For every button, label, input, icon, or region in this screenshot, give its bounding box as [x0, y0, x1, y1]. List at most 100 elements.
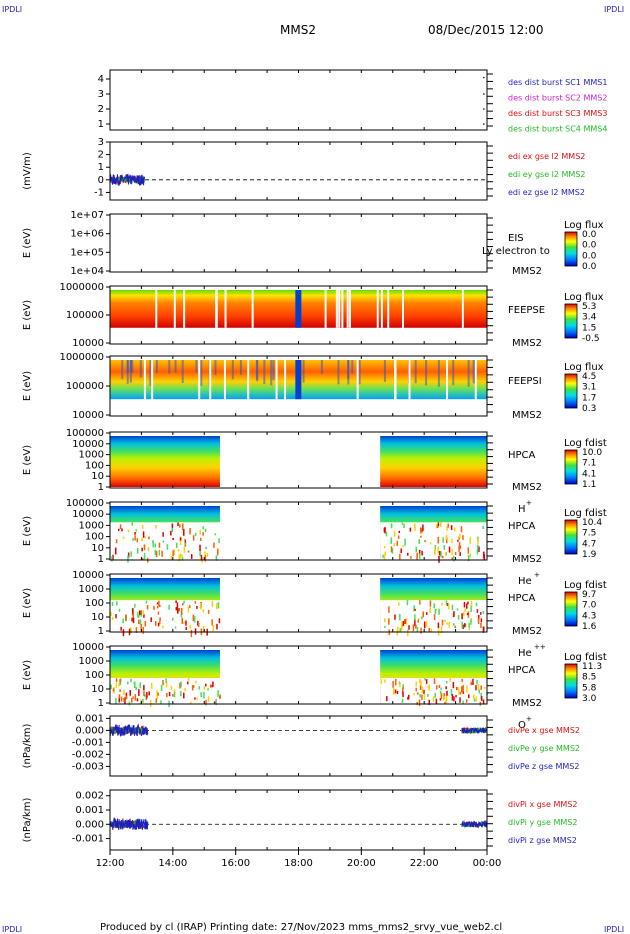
spectrogram-speck	[399, 553, 401, 560]
spectrogram-speck	[383, 546, 386, 549]
spectrogram-speck	[385, 531, 388, 537]
data-gap-line	[446, 360, 449, 400]
spectrogram-speck	[458, 542, 461, 548]
spectrogram-speck	[153, 606, 155, 610]
y-tick-label: 1e+04	[70, 266, 104, 277]
spectrogram-speck	[437, 522, 440, 527]
spectrogram-speck	[428, 627, 431, 633]
spectrogram-speck	[178, 607, 180, 612]
spectrogram-speck	[192, 535, 195, 541]
spectrogram-speck	[480, 612, 482, 615]
data-gap-line	[215, 290, 218, 328]
spectrogram-speck	[190, 630, 193, 637]
spectrogram-speck	[453, 623, 455, 626]
spectrogram-speck	[118, 694, 121, 699]
spectrogram-speck	[207, 609, 210, 614]
spectrogram-speck	[200, 692, 202, 698]
spectrogram-speck	[171, 523, 174, 529]
spacecraft-label: MMS2	[512, 698, 542, 709]
corner-label-top-right: IPDLI	[604, 5, 624, 14]
spectrogram-speck	[406, 600, 409, 606]
spectrogram-speck	[454, 527, 456, 532]
y-tick-label: 1000	[79, 450, 104, 461]
y-tick-label: 3	[98, 137, 104, 148]
spectrogram-speck	[437, 360, 440, 387]
spectrogram-speck	[380, 678, 383, 684]
spectrogram-speck	[419, 693, 421, 698]
spectrogram-speck	[426, 612, 428, 615]
spectrogram-speck	[405, 618, 408, 625]
spectrogram-speck	[134, 603, 136, 608]
y-axis-label: E (eV)	[22, 588, 33, 618]
spectrogram-speck	[128, 701, 131, 706]
spectrogram-speck	[175, 607, 178, 611]
y-tick-label: 1000000	[59, 352, 104, 363]
spectrogram-speck	[122, 629, 125, 637]
spectrogram-speck	[211, 619, 213, 626]
spectrogram-speck	[143, 552, 146, 560]
data-gap-line	[408, 360, 411, 400]
spectrogram-speck	[189, 624, 192, 629]
spectrogram-speck	[231, 360, 234, 380]
colorbar-label: 7.1	[582, 459, 596, 469]
spectrogram-speck	[111, 601, 114, 606]
spectrogram-speck	[424, 539, 426, 543]
data-point	[483, 108, 485, 110]
spectrogram-speck	[115, 539, 118, 544]
spectrogram-speck	[470, 605, 472, 613]
spectrogram-speck	[136, 547, 139, 554]
spectrogram-speck	[416, 554, 418, 560]
spectrogram-speck	[145, 697, 148, 701]
spectrogram-speck	[442, 537, 444, 543]
spectrogram-speck	[470, 619, 472, 625]
spectrogram-speck	[441, 602, 443, 606]
spectrogram-speck	[417, 692, 419, 695]
colorbar-label: 0.0	[582, 262, 597, 272]
spectrogram-speck	[459, 691, 462, 695]
spectrogram-speck	[144, 536, 147, 539]
spectrogram-speck	[162, 532, 164, 537]
spectrogram-speck	[124, 697, 126, 704]
colorbar-label: 8.5	[582, 673, 596, 683]
spectrogram-speck	[475, 685, 477, 691]
spectrogram-speck	[111, 616, 114, 621]
spectrogram-speck	[194, 532, 197, 537]
spectrogram-speck	[391, 548, 394, 554]
spectrogram-speck	[467, 547, 470, 554]
spectrogram-speck	[398, 602, 400, 606]
spectrogram-speck	[386, 696, 388, 702]
spectrogram-speck	[155, 550, 158, 558]
y-tick-label: 10	[91, 684, 104, 695]
spectrogram-speck	[162, 540, 165, 543]
spectrogram-speck	[433, 614, 436, 621]
colorbar-label: 1.9	[582, 550, 597, 560]
spectrogram-speck	[383, 554, 386, 560]
colorbar-label: 5.8	[582, 683, 597, 693]
spectrogram-speck	[433, 603, 435, 609]
data-gap-line	[224, 290, 227, 328]
spectrogram-speck	[476, 609, 479, 613]
spectrogram-speck	[168, 691, 171, 697]
spectrogram-speck	[438, 684, 441, 689]
data-gap-line	[251, 290, 254, 328]
spectrogram-speck	[388, 606, 390, 613]
spectrogram-speck	[194, 697, 196, 700]
species-charge: +	[526, 499, 532, 507]
colorbar	[564, 303, 578, 339]
spectrogram-speck	[174, 626, 177, 629]
spectrogram-speck	[142, 627, 144, 634]
spectrogram-speck	[187, 606, 190, 613]
spectrogram-speck	[195, 360, 198, 373]
spectrogram-speck	[394, 689, 397, 694]
y-tick-label: 4	[98, 74, 104, 85]
colorbar-title: Log flux	[564, 292, 604, 303]
spectrogram-speck	[415, 687, 417, 692]
spectrogram-speck	[115, 678, 118, 682]
colorbar-label: 1.1	[582, 480, 596, 490]
spectrogram-speck	[131, 522, 134, 526]
spacecraft-label: MMS2	[512, 482, 542, 493]
data-gap-line	[348, 290, 351, 328]
spectrogram-speck	[152, 540, 154, 544]
spectrogram-speck	[399, 682, 401, 688]
